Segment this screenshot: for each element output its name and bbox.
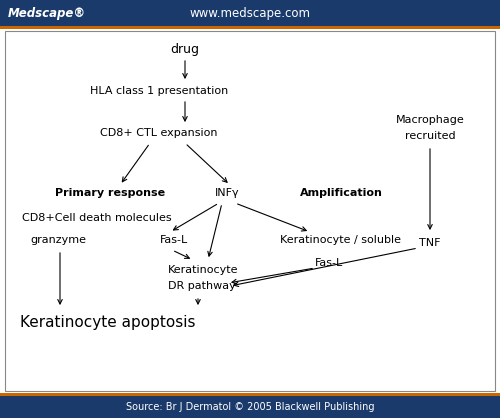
Text: granzyme: granzyme xyxy=(30,235,86,245)
Text: Medscape®: Medscape® xyxy=(8,7,86,20)
Bar xyxy=(5,31,495,391)
Text: CD8+Cell death molecules: CD8+Cell death molecules xyxy=(22,213,172,223)
Text: Keratinocyte: Keratinocyte xyxy=(168,265,238,275)
Bar xyxy=(0,0,500,26)
Text: Keratinocyte apoptosis: Keratinocyte apoptosis xyxy=(20,316,196,331)
Text: CD8+ CTL expansion: CD8+ CTL expansion xyxy=(100,128,218,138)
Text: HLA class 1 presentation: HLA class 1 presentation xyxy=(90,86,228,96)
Text: Keratinocyte / soluble: Keratinocyte / soluble xyxy=(280,235,401,245)
Text: drug: drug xyxy=(170,43,200,56)
Text: Amplification: Amplification xyxy=(300,188,383,198)
Text: Macrophage: Macrophage xyxy=(396,115,464,125)
Bar xyxy=(0,396,500,418)
Text: Primary response: Primary response xyxy=(55,188,165,198)
Bar xyxy=(0,393,500,396)
Text: recruited: recruited xyxy=(404,131,456,141)
Text: TNF: TNF xyxy=(419,238,441,248)
Text: Fas-L: Fas-L xyxy=(315,258,343,268)
Text: DR pathway: DR pathway xyxy=(168,281,236,291)
Text: www.medscape.com: www.medscape.com xyxy=(190,7,310,20)
Text: Source: Br J Dermatol © 2005 Blackwell Publishing: Source: Br J Dermatol © 2005 Blackwell P… xyxy=(126,402,374,412)
Text: INFγ: INFγ xyxy=(214,188,240,198)
Text: Fas-L: Fas-L xyxy=(160,235,188,245)
Bar xyxy=(0,26,500,29)
